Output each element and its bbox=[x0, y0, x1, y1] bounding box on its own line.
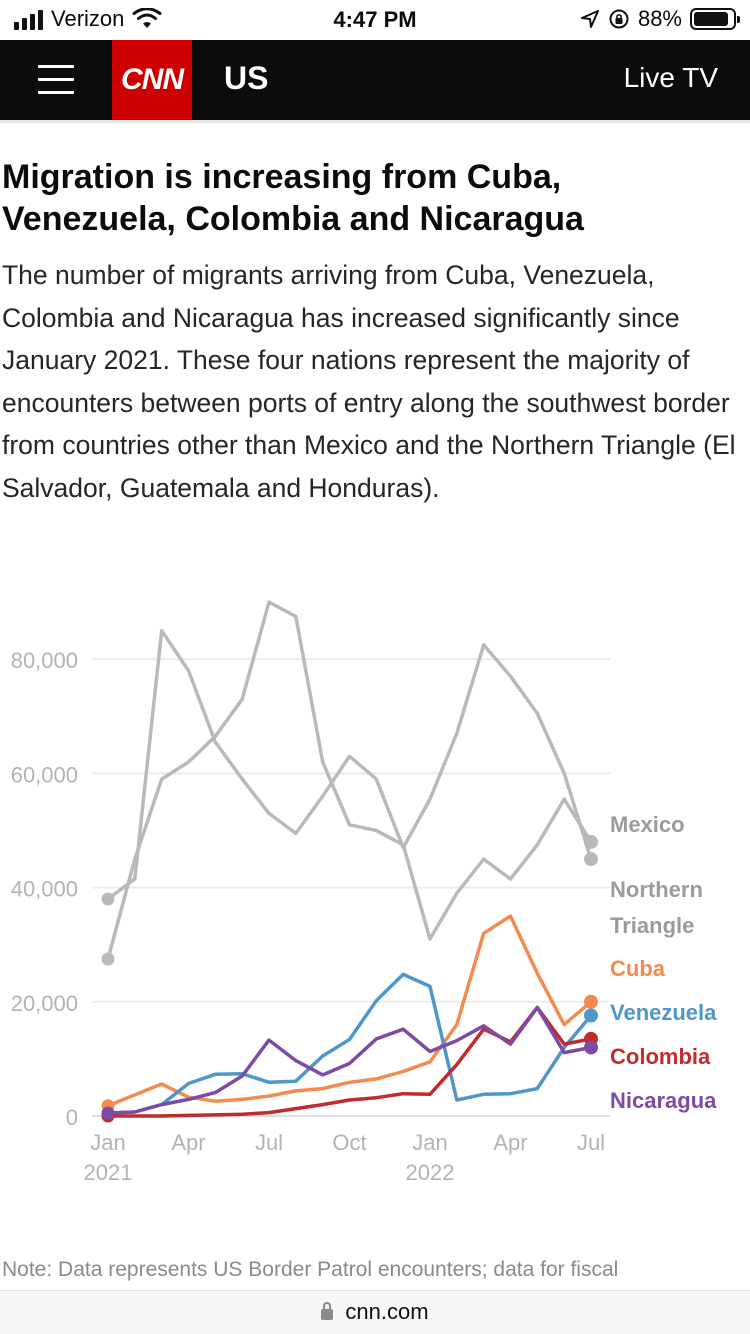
signal-icon bbox=[14, 8, 43, 30]
live-tv-link[interactable]: Live TV bbox=[623, 62, 718, 93]
end-point-nicaragua bbox=[584, 1040, 598, 1055]
series-label-nicaragua: Nicaragua bbox=[610, 1088, 717, 1113]
x-tick-label: Oct bbox=[332, 1130, 366, 1155]
lock-icon bbox=[321, 1302, 334, 1320]
series-line-nicaragua bbox=[106, 1005, 593, 1115]
series-labels: Mexico Northern Triangle Cuba Venezuela Colom… bbox=[610, 812, 717, 1113]
end-point-venezuela bbox=[584, 1008, 598, 1023]
url-display[interactable]: cnn.com bbox=[0, 1299, 750, 1325]
location-arrow-icon bbox=[580, 10, 599, 28]
section-title[interactable]: US bbox=[224, 60, 269, 96]
series-line-northern-triangle bbox=[106, 600, 593, 961]
x-tick-label: Apr bbox=[171, 1130, 205, 1155]
battery-percent: 88% bbox=[637, 6, 682, 31]
status-bar: Verizon 4:47 PM 88% bbox=[0, 0, 750, 40]
x-tick-label: Apr bbox=[493, 1130, 527, 1155]
series-line-cuba bbox=[106, 914, 593, 1108]
carrier-name: Verizon bbox=[51, 6, 125, 31]
migration-line-chart: 0 20,000 40,000 60,000 80,000 Jan 2021 Apr Jul O… bbox=[11, 600, 717, 1185]
orientation-lock-icon bbox=[609, 9, 629, 29]
battery-icon bbox=[690, 8, 740, 30]
y-tick-label: 20,000 bbox=[11, 991, 78, 1016]
end-point-cuba bbox=[584, 994, 598, 1009]
series-label-mexico: Mexico bbox=[610, 812, 685, 837]
start-point-nicaragua bbox=[101, 1106, 115, 1120]
chart-headline: Migration is increasing from Cuba, Venez… bbox=[2, 158, 584, 238]
series-line-mexico bbox=[106, 628, 593, 901]
series-label-cuba: Cuba bbox=[610, 956, 666, 981]
y-tick-label: 0 bbox=[66, 1105, 78, 1130]
browser-url-bar[interactable]: cnn.com bbox=[0, 1290, 750, 1334]
series-label-colombia: Colombia bbox=[610, 1044, 711, 1069]
series-label-northern-triangle-line2: Triangle bbox=[610, 913, 694, 938]
series-lines bbox=[101, 600, 598, 1123]
chart-note: Note: Data represents US Border Patrol e… bbox=[2, 1258, 619, 1281]
start-point-mexico bbox=[101, 892, 115, 906]
x-tick-label: Jul bbox=[255, 1130, 283, 1155]
y-tick-label: 80,000 bbox=[11, 648, 78, 673]
x-tick-label: Jul bbox=[577, 1130, 605, 1155]
chart-description: The number of migrants arriving from Cub… bbox=[2, 260, 736, 503]
series-line-venezuela bbox=[106, 972, 593, 1115]
y-axis-labels: 0 20,000 40,000 60,000 80,000 bbox=[11, 648, 78, 1130]
status-left: Verizon bbox=[14, 6, 162, 32]
x-tick-year-label: 2022 bbox=[406, 1160, 455, 1185]
wifi-icon bbox=[132, 8, 162, 28]
y-tick-label: 60,000 bbox=[11, 762, 78, 787]
y-tick-label: 40,000 bbox=[11, 877, 78, 902]
x-tick-year-label: 2021 bbox=[84, 1160, 133, 1185]
gridlines bbox=[92, 658, 610, 1117]
top-navigation: CNN US Live TV bbox=[0, 40, 750, 120]
start-point-northern-triangle bbox=[101, 952, 115, 966]
hamburger-menu-icon[interactable] bbox=[38, 60, 74, 100]
cnn-logo[interactable]: CNN bbox=[112, 40, 192, 120]
status-right: 88% bbox=[580, 6, 740, 32]
nav-divider bbox=[0, 120, 750, 123]
url-text: cnn.com bbox=[345, 1299, 429, 1324]
end-point-northern-triangle bbox=[584, 834, 598, 849]
x-tick-label: Jan bbox=[90, 1130, 125, 1155]
x-tick-label: Jan bbox=[412, 1130, 447, 1155]
series-label-venezuela: Venezuela bbox=[610, 1000, 717, 1025]
status-time: 4:47 PM bbox=[333, 7, 417, 32]
x-axis-labels: Jan 2021 Apr Jul Oct Jan 2022 Apr Jul bbox=[84, 1130, 606, 1185]
series-label-northern-triangle: Northern bbox=[610, 877, 703, 902]
end-point-mexico bbox=[584, 852, 598, 867]
